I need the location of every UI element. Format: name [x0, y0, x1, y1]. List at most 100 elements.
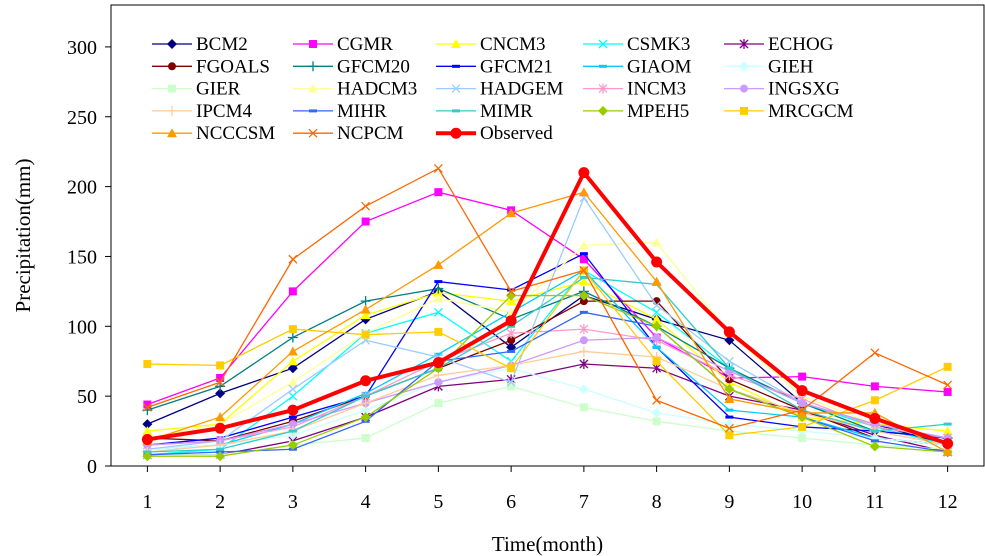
- data-point-marker: [725, 415, 734, 419]
- data-point-marker: [361, 394, 370, 398]
- data-point-marker: [651, 256, 663, 268]
- x-tick-label: 11: [865, 491, 884, 513]
- legend-label: HADCM3: [337, 79, 417, 100]
- data-point-marker: [507, 288, 516, 292]
- series-line: [147, 367, 948, 450]
- data-point-marker: [797, 407, 808, 417]
- data-point-marker: [579, 403, 588, 412]
- data-point-marker: [579, 252, 588, 256]
- legend-entry: CGMR: [293, 34, 393, 55]
- data-point-marker: [360, 398, 371, 409]
- data-point-marker: [724, 356, 734, 366]
- data-point-marker: [452, 64, 460, 68]
- y-tick-label: 50: [77, 386, 97, 408]
- data-point-marker: [215, 388, 226, 399]
- series-line: [147, 276, 948, 453]
- series-line: [147, 350, 948, 453]
- data-point-marker: [578, 167, 590, 179]
- legend-entry: INCM3: [583, 79, 686, 100]
- data-point-marker: [797, 405, 807, 415]
- data-point-marker: [143, 360, 152, 369]
- legend-label: GIER: [196, 79, 241, 100]
- data-point-marker: [798, 372, 807, 381]
- data-point-marker: [579, 255, 588, 264]
- data-point-marker: [361, 330, 370, 339]
- data-point-marker: [288, 429, 297, 433]
- data-point-marker: [579, 359, 589, 370]
- data-point-marker: [798, 434, 807, 443]
- legend-label: INGSXG: [768, 79, 840, 100]
- data-point-marker: [796, 385, 808, 397]
- legend-entry: MRCGCM: [724, 101, 854, 122]
- data-point-marker: [724, 335, 735, 346]
- data-point-marker: [652, 345, 661, 349]
- legend-label: ECHOG: [768, 34, 834, 55]
- data-point-marker: [578, 187, 589, 197]
- legend-entry: GIEH: [724, 56, 814, 77]
- data-point-marker: [740, 84, 748, 93]
- data-point-marker: [505, 315, 517, 327]
- data-point-marker: [308, 61, 318, 72]
- data-point-marker: [215, 412, 226, 422]
- data-point-marker: [216, 361, 225, 370]
- legend-entry: MIHR: [293, 101, 387, 122]
- legend-label: FGOALS: [196, 56, 270, 77]
- data-point-marker: [288, 254, 298, 264]
- data-point-marker: [434, 399, 443, 408]
- data-point-marker: [433, 293, 444, 303]
- data-point-marker: [723, 326, 735, 338]
- y-axis-label: Precipitation(mm): [11, 159, 35, 313]
- legend-label: CNCM3: [480, 34, 545, 55]
- series-lines: [141, 163, 954, 462]
- data-point-marker: [308, 128, 318, 138]
- data-point-marker: [579, 265, 589, 275]
- y-tick-label: 0: [87, 456, 97, 478]
- x-tick-label: 9: [724, 491, 734, 513]
- legend-entry: INGSXG: [724, 79, 840, 100]
- data-point-marker: [433, 163, 443, 173]
- data-point-marker: [579, 275, 588, 279]
- data-point-marker: [506, 296, 517, 306]
- legend-label: CSMK3: [627, 34, 690, 55]
- series-mrcgcm: [143, 266, 952, 440]
- legend-label: MRCGCM: [768, 101, 854, 122]
- data-point-marker: [433, 307, 443, 317]
- legend-entry: CNCM3: [436, 34, 545, 55]
- data-point-marker: [943, 362, 952, 371]
- data-point-marker: [287, 363, 298, 374]
- data-point-marker: [578, 276, 589, 286]
- data-point-marker: [942, 438, 954, 450]
- data-point-marker: [739, 61, 749, 72]
- data-point-marker: [434, 188, 443, 197]
- legend-entry: MPEH5: [583, 101, 689, 122]
- data-point-marker: [168, 62, 176, 71]
- y-tick-label: 300: [67, 37, 97, 59]
- data-point-marker: [725, 366, 734, 370]
- data-point-marker: [288, 415, 297, 419]
- x-tick-label: 1: [142, 491, 152, 513]
- data-point-marker: [651, 237, 662, 247]
- legend-label: NCPCM: [337, 123, 404, 144]
- data-point-marker: [142, 419, 153, 430]
- data-point-marker: [578, 346, 589, 357]
- data-point-marker: [943, 380, 953, 390]
- series-ncpcm: [142, 163, 953, 433]
- data-point-marker: [739, 39, 749, 49]
- data-point-marker: [361, 201, 371, 211]
- data-point-marker: [360, 405, 371, 416]
- y-tick-label: 100: [67, 316, 97, 338]
- legend-entry: CSMK3: [583, 34, 690, 55]
- data-point-marker: [214, 422, 226, 434]
- data-point-marker: [309, 40, 317, 48]
- legend-label: IPCM4: [196, 101, 252, 122]
- data-point-marker: [869, 441, 880, 452]
- data-point-marker: [507, 324, 516, 328]
- series-line: [147, 300, 948, 446]
- legend-label: NCCCSM: [196, 123, 275, 144]
- data-point-marker: [167, 128, 177, 138]
- data-point-marker: [507, 364, 516, 373]
- data-point-marker: [579, 310, 588, 314]
- legend-entry: GFCM21: [436, 56, 553, 77]
- data-point-marker: [798, 399, 807, 408]
